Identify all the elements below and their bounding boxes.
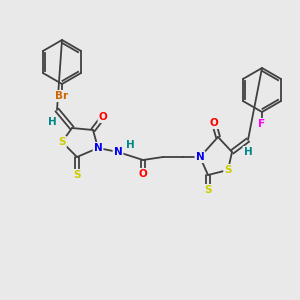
Text: N: N	[94, 143, 102, 153]
Text: N: N	[196, 152, 204, 162]
Text: O: O	[99, 112, 107, 122]
Text: S: S	[204, 185, 212, 195]
Text: F: F	[258, 119, 266, 129]
Text: H: H	[48, 117, 56, 127]
Text: H: H	[126, 140, 134, 150]
Text: O: O	[210, 118, 218, 128]
Text: Br: Br	[56, 91, 69, 101]
Text: N: N	[114, 147, 122, 157]
Text: S: S	[58, 137, 66, 147]
Text: O: O	[139, 169, 147, 179]
Text: S: S	[224, 165, 232, 175]
Text: H: H	[244, 147, 252, 157]
Text: S: S	[73, 170, 81, 180]
